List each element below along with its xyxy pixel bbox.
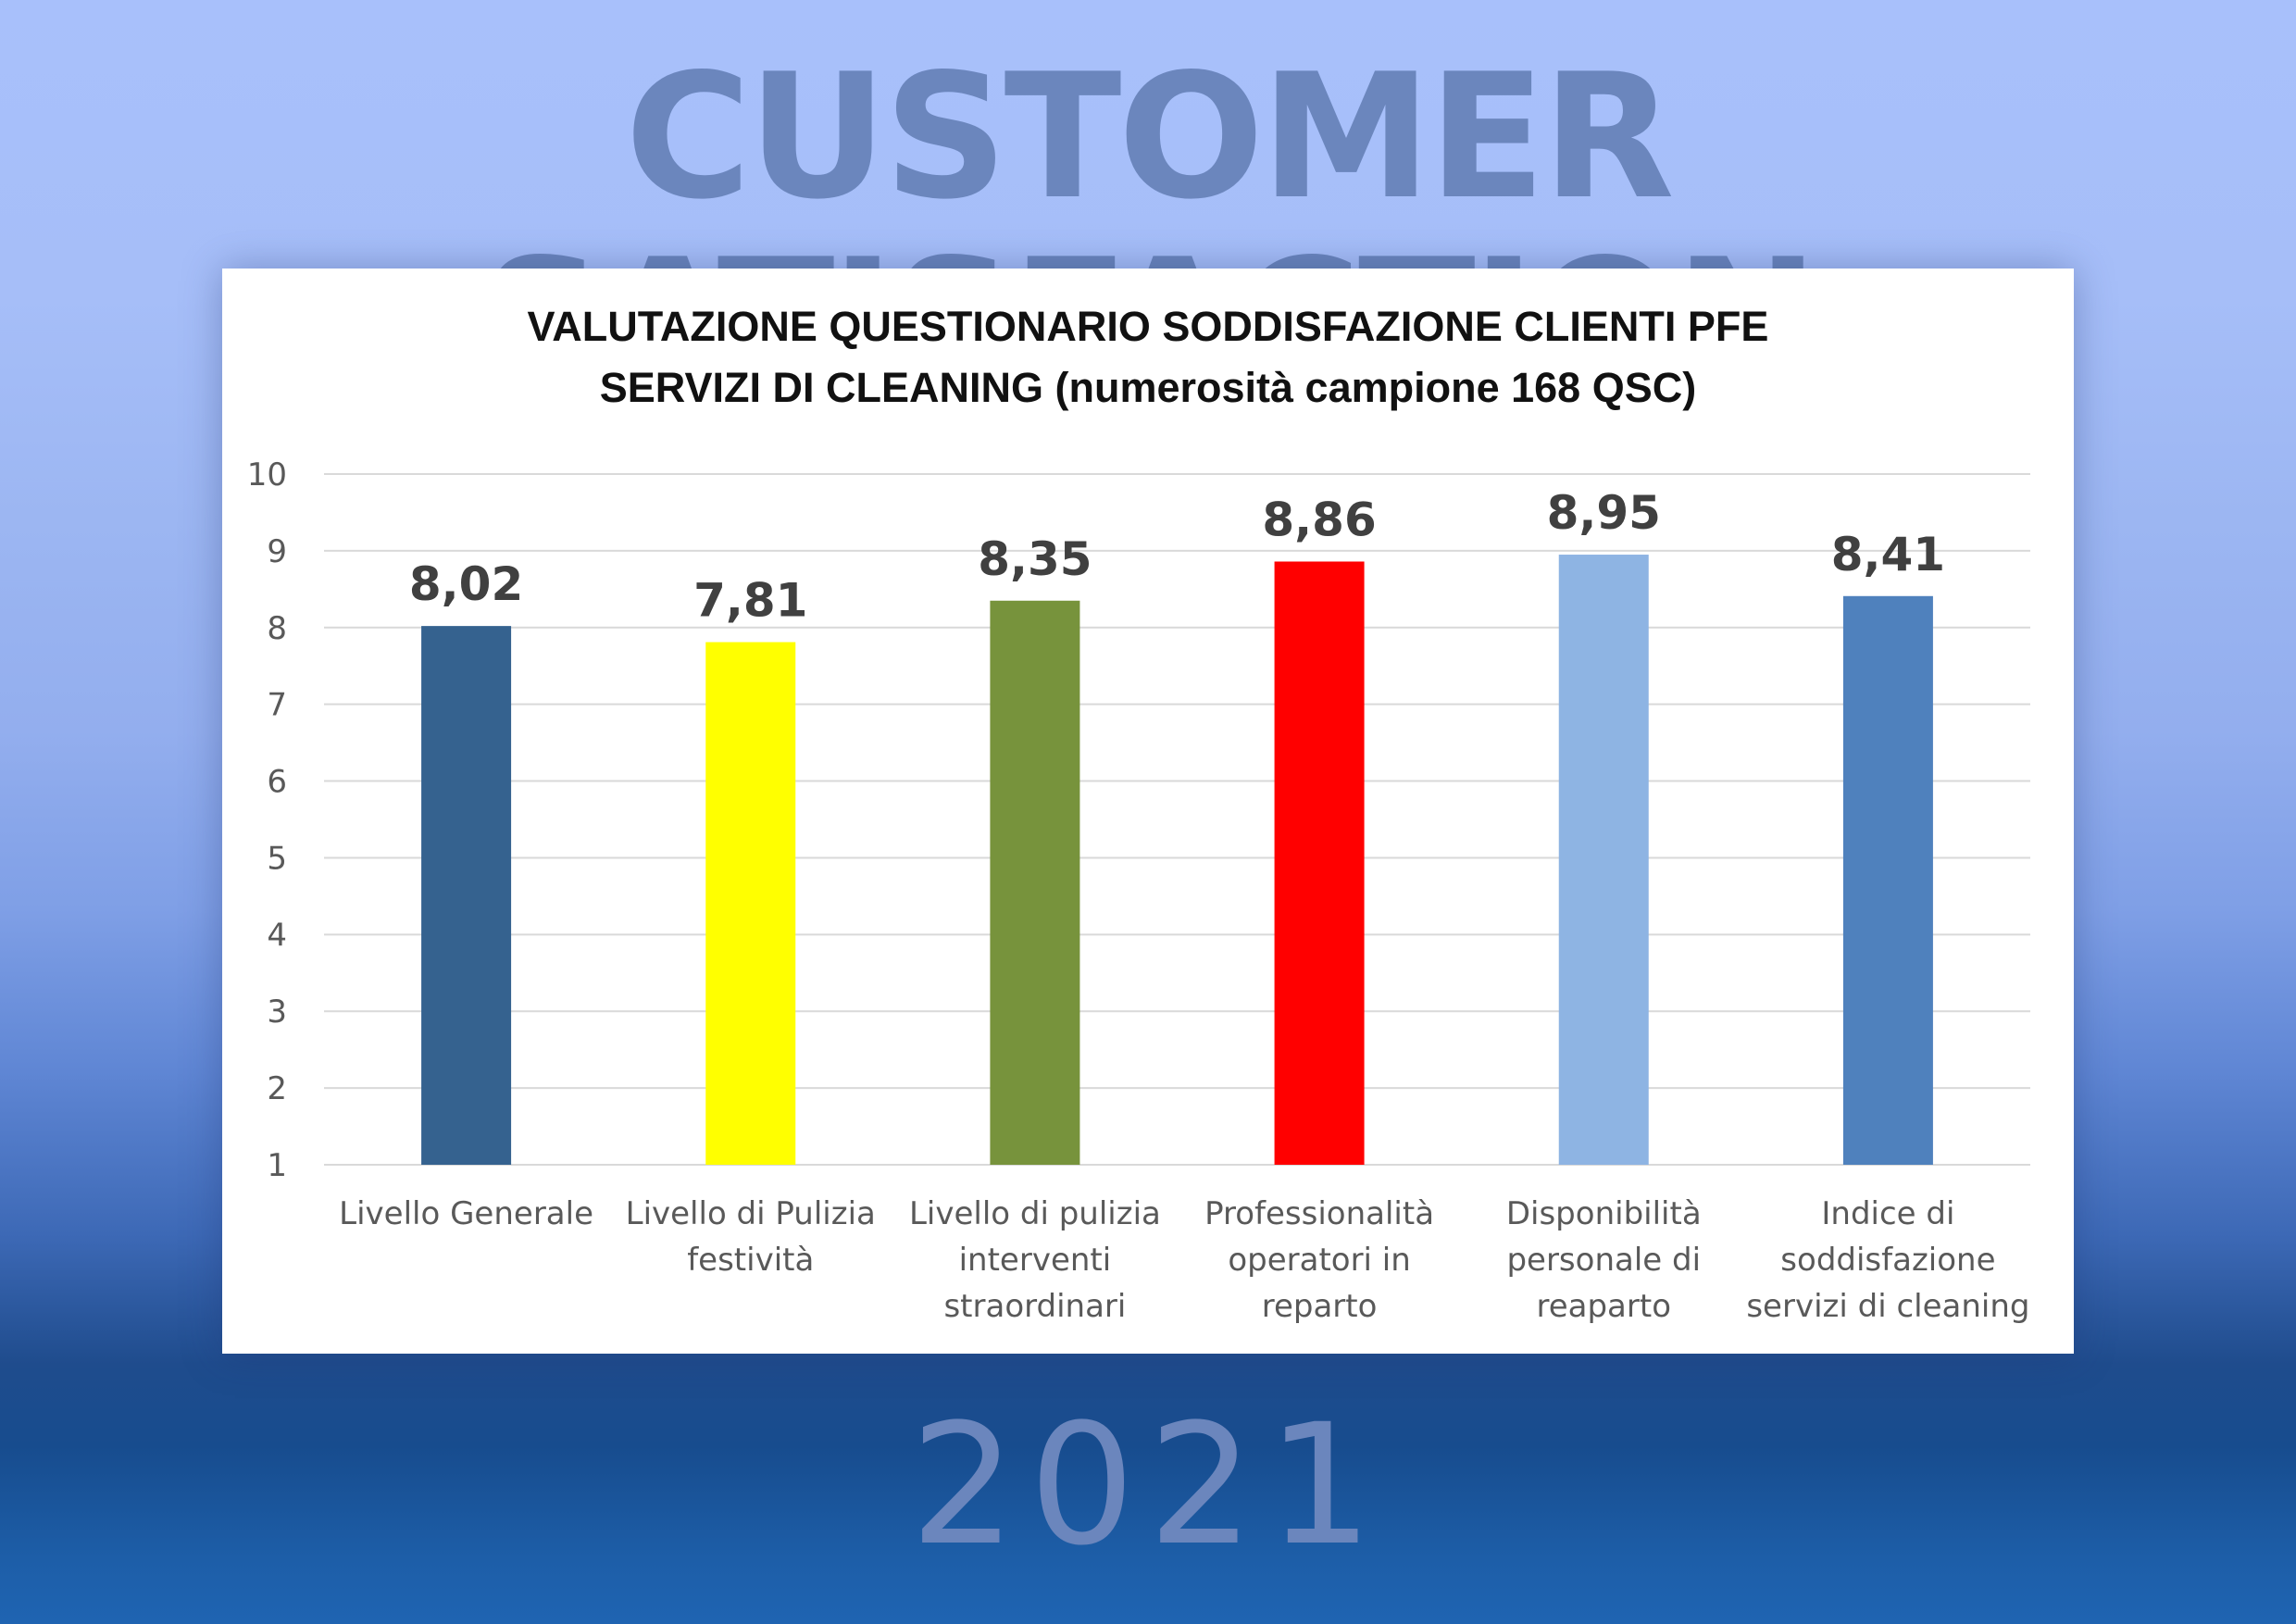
chart-title-line-2: SERVIZI DI CLEANING (numerosità campione…	[599, 364, 1697, 411]
y-tick-label: 2	[267, 1070, 287, 1107]
data-label: 8,86	[1262, 493, 1376, 546]
page-title: CUSTOMER SATISFACTION	[480, 36, 1819, 415]
gridlines	[324, 473, 2030, 1166]
category-label: Livello di pulizia interventi straordinari	[909, 1195, 1161, 1325]
category-label: Professionalità operatori in reparto	[1204, 1195, 1434, 1325]
bar-chart: 1 2 3 4 5 6 7 8 9 10 8,02 7,81 8,35 8,86 8,95 8,41 Liv…	[247, 456, 2030, 1325]
category-label-line: Livello di Pulizia	[626, 1195, 876, 1232]
category-label-line: Livello Generale	[339, 1195, 593, 1232]
category-label: Disponibilità personale di reaparto	[1506, 1195, 1702, 1325]
year-label: 2021	[909, 1389, 1387, 1582]
data-label: 7,81	[693, 574, 807, 628]
category-label-line: interventi	[959, 1242, 1112, 1279]
category-label-line: soddisfazione	[1780, 1242, 1995, 1279]
category-label-line: Professionalità	[1204, 1195, 1434, 1232]
bar	[1842, 595, 1933, 1165]
y-axis-ticks: 1 2 3 4 5 6 7 8 9 10	[247, 456, 287, 1184]
category-label-line: personale di	[1506, 1242, 1701, 1279]
data-label: 8,02	[409, 557, 523, 611]
y-tick-label: 3	[267, 993, 287, 1031]
category-label-line: Disponibilità	[1506, 1195, 1702, 1232]
category-label: Livello Generale	[339, 1195, 593, 1232]
bar	[421, 626, 512, 1165]
y-tick-label: 9	[267, 533, 287, 570]
category-label-line: reaparto	[1536, 1288, 1671, 1325]
data-label: 8,95	[1547, 486, 1661, 540]
category-label: Livello di Pulizia festività	[626, 1195, 876, 1279]
bars	[421, 555, 1933, 1165]
chart-title: VALUTAZIONE QUESTIONARIO SODDISFAZIONE C…	[222, 296, 2074, 418]
data-labels: 8,02 7,81 8,35 8,86 8,95 8,41	[409, 486, 1945, 627]
bar	[990, 600, 1080, 1165]
category-label-line: Indice di	[1821, 1195, 1954, 1232]
y-tick-label: 1	[267, 1147, 287, 1184]
y-tick-label: 10	[247, 456, 287, 493]
data-label: 8,35	[978, 532, 1092, 586]
chart-panel: VALUTAZIONE QUESTIONARIO SODDISFAZIONE C…	[222, 269, 2074, 1354]
data-label: 8,41	[1831, 528, 1945, 581]
y-tick-label: 5	[267, 840, 287, 877]
category-labels: Livello Generale Livello di Pulizia festiv…	[339, 1195, 2029, 1325]
y-tick-label: 8	[267, 610, 287, 647]
bar	[1558, 555, 1649, 1165]
category-label-line: straordinari	[943, 1288, 1126, 1325]
category-label-line: reparto	[1262, 1288, 1378, 1325]
category-label-line: servizi di cleaning	[1746, 1288, 2029, 1325]
chart-title-line-1: VALUTAZIONE QUESTIONARIO SODDISFAZIONE C…	[527, 303, 1769, 350]
category-label: Indice di soddisfazione servizi di cleanin…	[1746, 1195, 2029, 1325]
y-tick-label: 6	[267, 764, 287, 801]
bar	[705, 642, 796, 1165]
y-tick-label: 4	[267, 917, 287, 954]
category-label-line: operatori in	[1228, 1242, 1410, 1279]
category-label-line: Livello di pulizia	[909, 1195, 1161, 1232]
y-tick-label: 7	[267, 687, 287, 724]
bar	[1274, 561, 1365, 1165]
category-label-line: festività	[687, 1242, 814, 1279]
